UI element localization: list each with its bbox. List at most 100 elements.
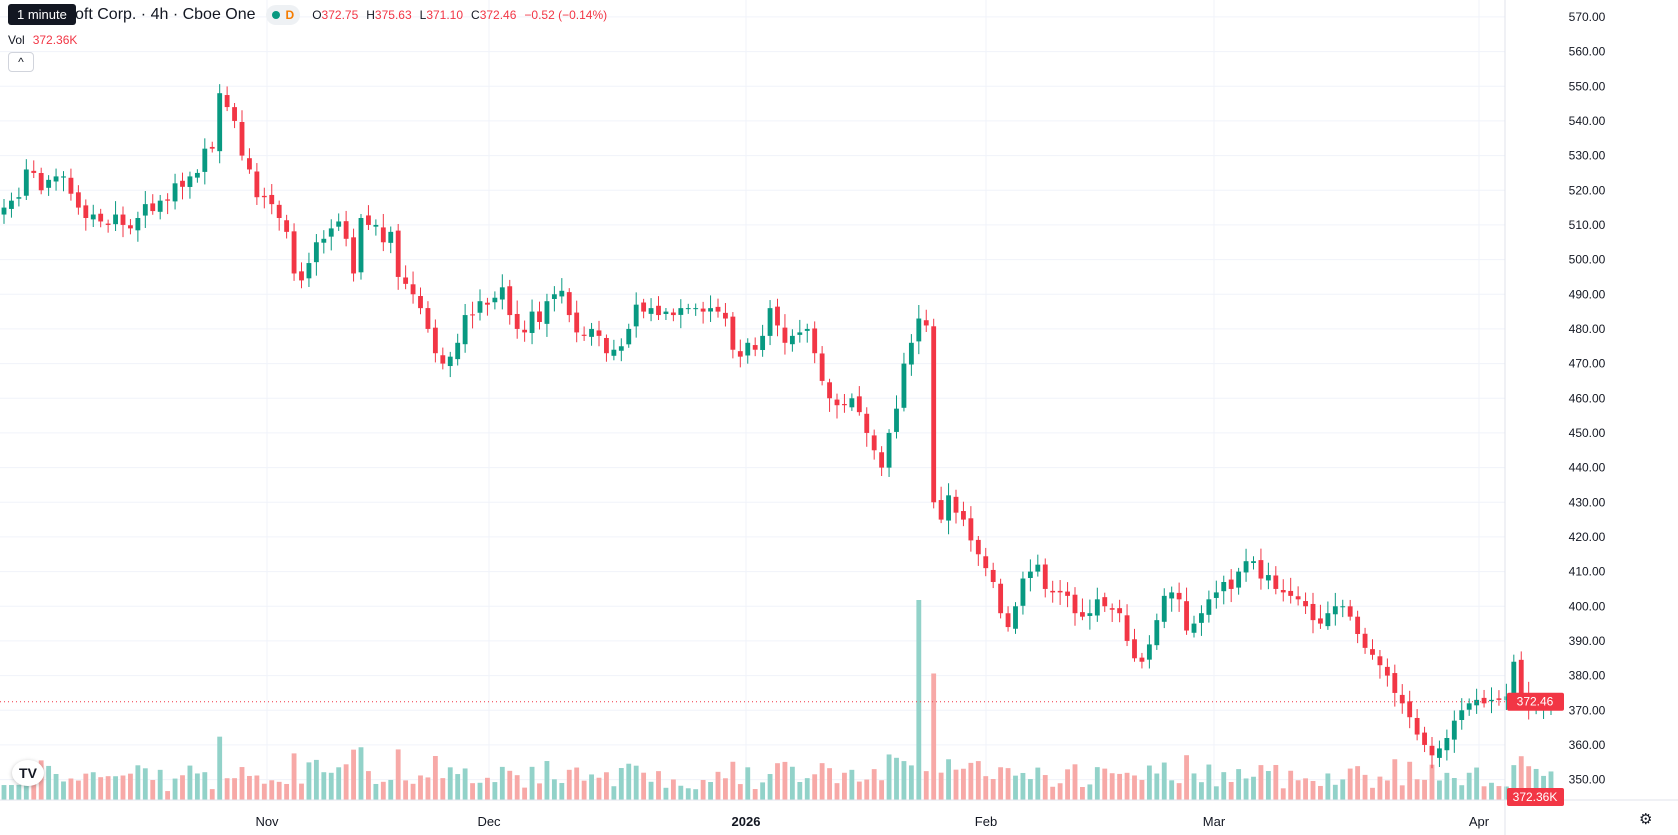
volume-bar xyxy=(1481,786,1487,800)
volume-bar xyxy=(1459,785,1465,800)
volume-bar xyxy=(135,765,141,800)
volume-bar xyxy=(209,789,215,800)
volume-bar xyxy=(254,775,260,800)
close-label: C xyxy=(471,8,480,22)
candle-body xyxy=(1,207,7,215)
volume-bar xyxy=(1325,773,1331,800)
candle-body xyxy=(931,326,937,503)
symbol-title[interactable]: oft Corp. · 4h · Cboe One xyxy=(75,6,256,23)
candle-body xyxy=(1057,590,1063,593)
candle-body xyxy=(1258,560,1264,579)
candle-body xyxy=(998,583,1004,614)
volume-bar xyxy=(16,784,22,800)
candle-body xyxy=(819,353,825,381)
candle-body xyxy=(351,237,356,274)
candle-body xyxy=(737,351,743,357)
volume-bar xyxy=(165,791,171,800)
volume-bar xyxy=(656,771,661,800)
candle-body xyxy=(544,301,550,324)
candle-body xyxy=(1213,592,1219,598)
candle-body xyxy=(923,320,929,326)
candle-body xyxy=(827,382,832,399)
candle-body xyxy=(574,312,580,333)
volume-bar xyxy=(46,765,52,800)
x-tick-label: Feb xyxy=(975,814,997,829)
volume-bar xyxy=(589,774,594,800)
open-value: 372.75 xyxy=(321,8,359,22)
volume-bar xyxy=(1377,776,1383,800)
volume-bar xyxy=(1102,768,1108,800)
candle-body xyxy=(522,329,528,333)
volume-bar xyxy=(618,768,624,800)
candle-body xyxy=(403,277,409,284)
candle-body xyxy=(715,306,721,312)
candle-body xyxy=(306,263,312,279)
volume-bar xyxy=(299,783,304,800)
candle-body xyxy=(1080,612,1085,617)
volume-bar xyxy=(343,764,349,800)
volume-bar xyxy=(1080,787,1085,800)
volume-bar xyxy=(485,777,490,800)
volume-bar xyxy=(1206,764,1212,800)
candle-body xyxy=(1020,578,1026,606)
candle-body xyxy=(804,328,810,331)
volume-bar xyxy=(388,779,394,800)
market-status-pill[interactable]: D xyxy=(265,5,301,25)
volume-bar xyxy=(1236,769,1242,800)
candle-body xyxy=(589,328,594,337)
candle-body xyxy=(440,355,446,364)
candle-body xyxy=(1139,657,1145,662)
candle-body xyxy=(1496,698,1502,700)
candle-body xyxy=(38,172,44,191)
volume-bar xyxy=(1280,788,1286,800)
candle-body xyxy=(559,290,565,297)
y-tick-label: 450.00 xyxy=(1569,426,1606,440)
gear-icon[interactable]: ⚙ xyxy=(1639,811,1653,828)
volume-bar xyxy=(604,772,609,800)
volume-bar xyxy=(1213,786,1219,800)
volume-bar xyxy=(157,769,163,800)
volume-bar xyxy=(380,781,386,800)
volume-bar xyxy=(767,774,773,800)
candle-body xyxy=(1444,738,1450,751)
collapse-legend-button[interactable]: ^ xyxy=(8,52,34,72)
volume-bar xyxy=(1027,779,1033,800)
candle-body xyxy=(477,301,483,313)
volume-bar xyxy=(1340,779,1346,800)
volume-legend: Vol 372.36K xyxy=(8,33,77,47)
volume-bar xyxy=(633,765,639,800)
volume-bar xyxy=(1503,786,1509,800)
volume-bar xyxy=(596,777,602,800)
candle-body xyxy=(1481,697,1487,704)
volume-bar xyxy=(1303,778,1308,800)
candle-body xyxy=(953,496,959,513)
volume-bar xyxy=(544,761,550,800)
volume-bar xyxy=(90,772,96,800)
candle-body xyxy=(1228,579,1234,589)
volume-bar xyxy=(470,783,475,800)
volume-bar xyxy=(849,769,855,800)
tradingview-logo-icon[interactable]: TV xyxy=(12,760,44,786)
volume-bar xyxy=(551,779,557,800)
volume-bar xyxy=(1035,767,1041,800)
candle-body xyxy=(641,302,647,312)
volume-bar xyxy=(1005,768,1011,800)
candle-body xyxy=(1466,703,1472,710)
candle-body xyxy=(670,312,676,316)
candle-body xyxy=(938,500,944,520)
candle-body xyxy=(1236,571,1242,588)
volume-bar xyxy=(1384,780,1390,800)
candle-body xyxy=(98,213,104,222)
x-tick-label: Apr xyxy=(1469,814,1490,829)
volume-bar xyxy=(537,783,542,800)
candle-body xyxy=(1303,601,1308,607)
volume-bar xyxy=(224,778,230,800)
volume-bar xyxy=(1295,780,1301,800)
volume-bar xyxy=(291,753,297,800)
volume-bar xyxy=(752,789,758,800)
candle-body xyxy=(1273,575,1279,589)
candle-body xyxy=(1191,623,1197,633)
candle-body xyxy=(1325,613,1331,627)
